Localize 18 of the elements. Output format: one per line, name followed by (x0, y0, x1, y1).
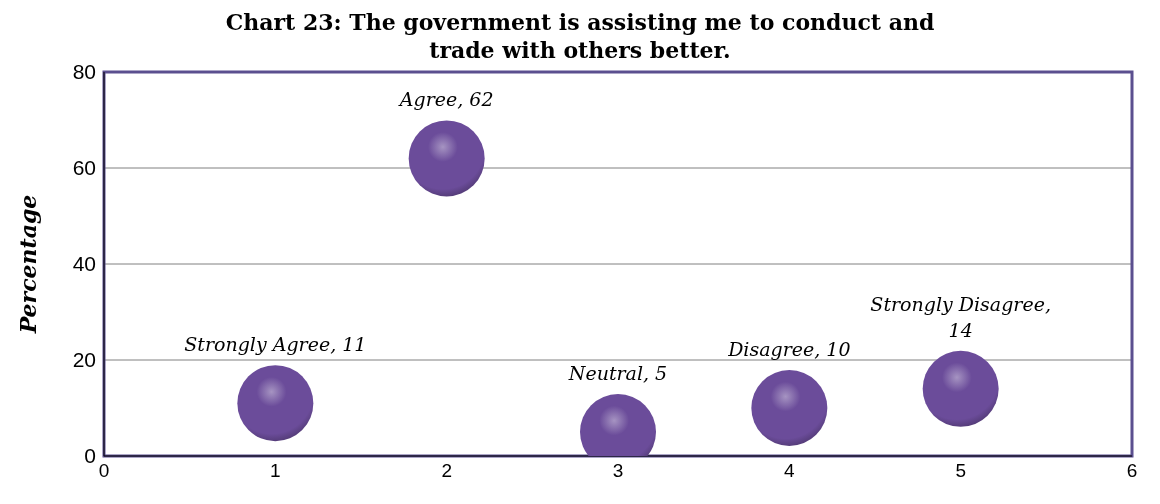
data-label: Agree, 62 (397, 88, 494, 111)
x-tick-label: 3 (612, 460, 624, 482)
x-tick-label: 1 (270, 460, 281, 482)
y-tick-label: 20 (72, 348, 96, 372)
data-label: Strongly Agree, 11 (184, 333, 367, 356)
x-tick-label: 4 (784, 460, 796, 482)
y-tick-label: 80 (72, 60, 96, 84)
data-label: Disagree, 10 (727, 338, 851, 360)
y-axis-title: Percentage (14, 194, 41, 335)
x-tick-label: 2 (441, 460, 452, 482)
y-tick-label: 40 (72, 252, 96, 276)
x-tick-label: 5 (955, 460, 966, 482)
x-tick-label: 6 (1126, 460, 1138, 482)
chart-title: Chart 23: The government is assisting me to conduct and trade with others better. (224, 8, 936, 64)
y-tick-label: 60 (72, 156, 96, 180)
data-label: Neutral, 5 (567, 362, 668, 384)
data-label: Strongly Disagree, 14 (870, 292, 1051, 341)
x-tick-label: 0 (98, 460, 110, 482)
